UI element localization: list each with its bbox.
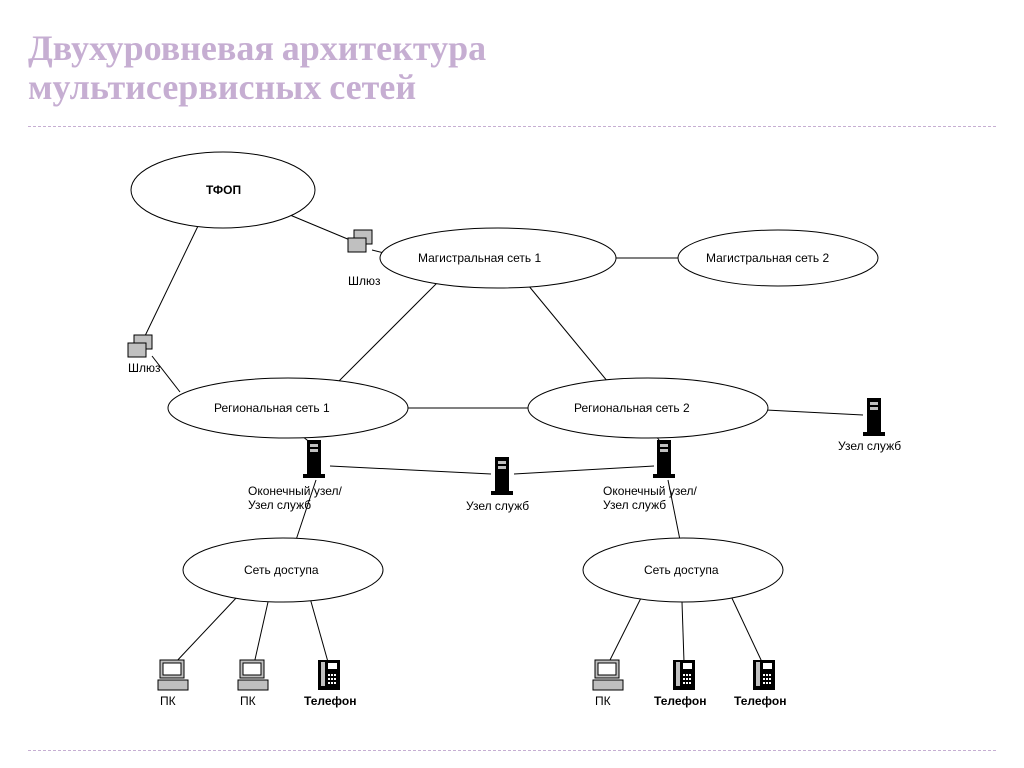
icon-label-edge1: Оконечный узел/ bbox=[248, 484, 342, 498]
tower-icon-svc1 bbox=[863, 398, 885, 436]
divider-bottom bbox=[28, 750, 996, 751]
edge bbox=[254, 602, 268, 664]
edge bbox=[682, 602, 684, 662]
title-line2: мультисервисных сетей bbox=[28, 69, 486, 108]
slide: Двухуровневая архитектура мультисервисны… bbox=[0, 0, 1024, 768]
edge bbox=[310, 598, 328, 662]
tower-icon-edge2 bbox=[653, 440, 675, 478]
page-title: Двухуровневая архитектура мультисервисны… bbox=[28, 30, 486, 108]
cloud-label-acc1: Сеть доступа bbox=[244, 563, 319, 577]
edge bbox=[290, 215, 350, 240]
icon-label-edge2: Узел служб bbox=[603, 498, 666, 512]
pc-icon-pc1 bbox=[158, 660, 188, 690]
title-line1: Двухуровневая архитектура bbox=[28, 30, 486, 69]
edge bbox=[330, 466, 491, 474]
icon-label-edge2: Оконечный узел/ bbox=[603, 484, 697, 498]
cloud-label-reg1: Региональная сеть 1 bbox=[214, 401, 330, 415]
cloud-label-reg2: Региональная сеть 2 bbox=[574, 401, 690, 415]
cloud-label-back1: Магистральная сеть 1 bbox=[418, 251, 541, 265]
icon-label-gw2: Шлюз bbox=[128, 361, 161, 375]
edge bbox=[338, 282, 438, 382]
tower-icon-svc0 bbox=[491, 457, 513, 495]
cloud-label-tfop: ТФОП bbox=[206, 183, 241, 197]
gateway-icon-gw2 bbox=[128, 335, 152, 357]
edge bbox=[730, 594, 762, 662]
pc-icon-pc2 bbox=[238, 660, 268, 690]
icon-label-svc1: Узел служб bbox=[838, 439, 901, 453]
icon-label-pc3: ПК bbox=[595, 694, 611, 708]
edge bbox=[514, 466, 654, 474]
icon-label-edge1: Узел служб bbox=[248, 498, 311, 512]
edge bbox=[608, 596, 642, 664]
cloud-label-acc2: Сеть доступа bbox=[644, 563, 719, 577]
cloud-label-back2: Магистральная сеть 2 bbox=[706, 251, 829, 265]
edge bbox=[766, 410, 863, 415]
icon-label-ph2: Телефон bbox=[654, 694, 706, 708]
icon-label-ph1: Телефон bbox=[304, 694, 356, 708]
phone-icon-ph2 bbox=[673, 660, 695, 690]
phone-icon-ph3 bbox=[753, 660, 775, 690]
tower-icon-edge1 bbox=[303, 440, 325, 478]
edge bbox=[528, 285, 608, 382]
icon-label-pc2: ПК bbox=[240, 694, 256, 708]
gateway-icon-gw1 bbox=[348, 230, 372, 252]
icon-label-gw1: Шлюз bbox=[348, 274, 381, 288]
edge bbox=[144, 226, 198, 338]
icon-label-ph3: Телефон bbox=[734, 694, 786, 708]
pc-icon-pc3 bbox=[593, 660, 623, 690]
edge bbox=[174, 596, 238, 664]
phone-icon-ph1 bbox=[318, 660, 340, 690]
icon-label-svc0: Узел служб bbox=[466, 499, 529, 513]
divider-top bbox=[28, 126, 996, 127]
icon-label-pc1: ПК bbox=[160, 694, 176, 708]
network-diagram: ТФОП Магистральная сеть 1 Магистральная се… bbox=[28, 130, 946, 710]
